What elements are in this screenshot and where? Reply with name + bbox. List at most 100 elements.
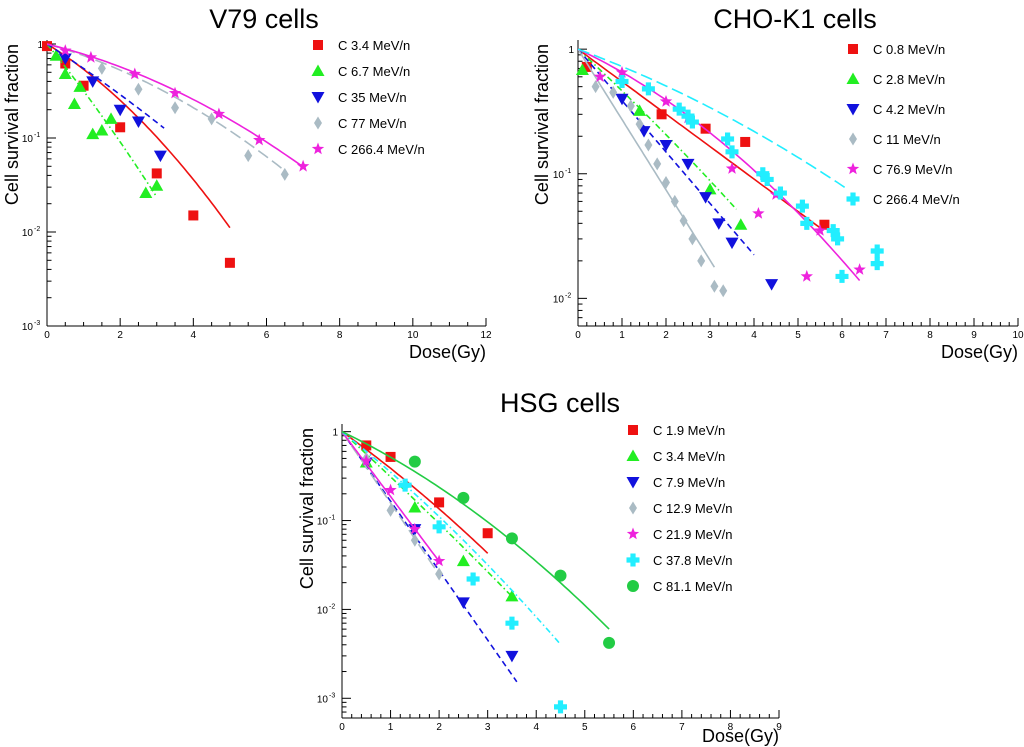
legend-label: C 0.8 MeV/n [873,42,945,57]
data-point [505,616,519,630]
data-point [603,636,616,649]
data-point [593,70,607,83]
data-point [765,279,779,291]
data-point [408,522,421,535]
data-point [151,168,162,179]
legend-marker [846,72,860,84]
y-tick-label: 10 [22,322,34,333]
data-point [554,569,567,582]
series-2 [578,48,779,291]
fit-line [578,48,821,229]
x-tick-label: 0 [339,722,345,733]
legend-label: C 77 MeV/n [338,116,407,131]
data-point [703,182,717,195]
legend-marker [626,527,640,540]
data-point [456,554,470,567]
y-tick-exponent: -2 [565,292,571,299]
series-6 [342,430,616,649]
y-tick-label: 10 [317,517,329,528]
legend-marker [311,142,325,155]
fit-line [578,48,847,190]
data-point [384,483,397,496]
data-point [139,186,153,198]
data-point [688,232,697,246]
x-tick-label: 4 [191,330,197,341]
data-point [97,61,106,75]
data-point [831,232,845,246]
data-point [581,61,592,72]
legend-label: C 1.9 MeV/n [653,423,725,438]
data-point [725,145,739,159]
data-point [710,279,719,293]
legend-marker [846,192,860,206]
x-tick-label: 0 [575,330,581,341]
chart-hsg: HSG cells Cell survival fraction Dose(Gy) 0… [297,388,782,746]
x-tick-label: 6 [631,722,637,733]
data-point [752,207,765,219]
data-point [697,254,706,268]
chart-title: CHO-K1 cells [713,4,877,34]
data-point [212,107,226,120]
x-tick-label: 9 [776,722,782,733]
y-tick-exponent: -3 [34,320,40,327]
series-3 [342,431,444,581]
x-tick-label: 2 [663,330,669,341]
data-point [505,650,519,663]
data-point [42,41,52,52]
data-point [505,532,518,545]
data-point [734,218,748,230]
data-point [870,244,884,258]
y-tick-label: 10 [553,170,565,181]
y-tick-label: 10 [317,605,329,616]
data-point [131,116,145,128]
series-0 [42,41,235,268]
series-1 [575,48,748,230]
y-tick-label: 10 [22,134,34,145]
data-point [432,520,446,534]
legend-marker [628,425,638,435]
chart-title: V79 cells [209,4,319,34]
y-tick-exponent: -2 [34,226,40,233]
x-tick-label: 10 [1012,330,1024,341]
x-tick-label: 1 [619,330,625,341]
legend-marker [629,501,637,515]
x-tick-label: 0 [44,330,50,341]
data-point [134,82,143,96]
data-point [615,75,629,89]
x-axis-label: Dose(Gy) [409,342,486,362]
data-point [408,501,422,513]
series-0 [578,48,830,230]
x-tick-label: 1 [388,722,394,733]
data-point [644,138,653,152]
x-axis-label: Dose(Gy) [941,342,1018,362]
x-tick-label: 2 [117,330,123,341]
x-tick-label: 4 [533,722,539,733]
legend-label: C 3.4 MeV/n [653,449,725,464]
data-point [360,454,373,467]
data-point [58,67,72,79]
data-point [113,104,127,117]
data-point [637,126,651,138]
data-point [73,80,87,92]
data-point [361,440,372,451]
data-point [505,589,519,602]
data-point [641,82,655,96]
legend-marker [313,40,323,50]
data-point [207,112,216,126]
data-point [699,192,713,204]
data-point [410,533,419,547]
data-point [150,179,164,191]
data-point [408,455,421,468]
data-point [58,53,72,66]
legend-marker [849,132,857,146]
x-tick-label: 7 [679,722,685,733]
data-point [84,50,98,63]
data-point [681,158,695,171]
data-point [679,214,688,228]
data-point [591,80,600,94]
fit-line [342,431,562,645]
data-point [104,112,118,124]
legend-label: C 35 MeV/n [338,90,407,105]
x-tick-label: 4 [751,330,757,341]
data-point [760,172,774,186]
